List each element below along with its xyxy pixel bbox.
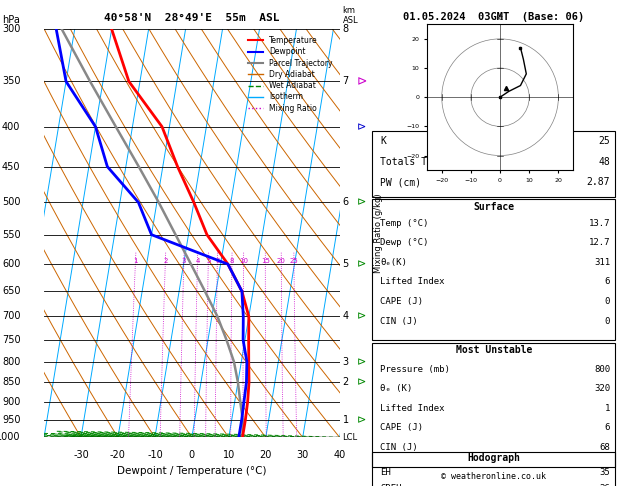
Bar (372, 199, 615, 340)
Text: 10: 10 (223, 450, 235, 460)
Text: 25: 25 (598, 136, 610, 146)
Text: θₑ (K): θₑ (K) (380, 384, 413, 393)
Text: CAPE (J): CAPE (J) (380, 423, 423, 433)
Text: ⊳: ⊳ (357, 122, 366, 132)
Text: 1: 1 (133, 258, 138, 264)
Text: 320: 320 (594, 384, 610, 393)
Text: © weatheronline.co.uk: © weatheronline.co.uk (442, 472, 546, 481)
Text: CIN (J): CIN (J) (380, 443, 418, 452)
Text: hPa: hPa (3, 15, 20, 25)
Text: 40°58'N  28°49'E  55m  ASL: 40°58'N 28°49'E 55m ASL (104, 13, 280, 23)
Text: 300: 300 (2, 24, 20, 34)
Text: ⊳: ⊳ (357, 312, 366, 321)
Bar (372, 452, 615, 486)
Text: 20: 20 (260, 450, 272, 460)
Text: 650: 650 (2, 286, 20, 296)
Text: 48: 48 (598, 156, 610, 167)
Text: 40: 40 (333, 450, 346, 460)
Text: km
ASL: km ASL (343, 6, 359, 25)
Text: 25: 25 (289, 258, 298, 264)
Text: 600: 600 (2, 259, 20, 269)
Text: 3: 3 (182, 258, 186, 264)
Text: 5: 5 (343, 259, 349, 269)
Bar (372, 131, 615, 197)
Text: ⊳: ⊳ (357, 75, 367, 88)
Text: 0: 0 (189, 450, 195, 460)
Text: K: K (380, 136, 386, 146)
Text: Surface: Surface (473, 202, 515, 212)
Text: 550: 550 (2, 230, 20, 240)
Text: 800: 800 (2, 357, 20, 367)
Text: Mixing Ratio (g/kg): Mixing Ratio (g/kg) (374, 193, 382, 273)
Text: 800: 800 (594, 364, 610, 374)
Bar (372, 343, 615, 467)
Text: Dewpoint / Temperature (°C): Dewpoint / Temperature (°C) (117, 466, 267, 476)
Text: 450: 450 (2, 162, 20, 172)
Text: Hodograph: Hodograph (467, 453, 520, 463)
Text: 6: 6 (604, 423, 610, 433)
Text: PW (cm): PW (cm) (380, 177, 421, 187)
Text: 6: 6 (343, 197, 348, 208)
Text: LCL: LCL (343, 433, 358, 442)
Text: 20: 20 (277, 258, 286, 264)
Text: CIN (J): CIN (J) (380, 317, 418, 326)
Text: Dewp (°C): Dewp (°C) (380, 238, 428, 247)
Text: Lifted Index: Lifted Index (380, 278, 445, 286)
Text: 4: 4 (343, 312, 348, 321)
Text: Lifted Index: Lifted Index (380, 404, 445, 413)
Text: Pressure (mb): Pressure (mb) (380, 364, 450, 374)
Legend: Temperature, Dewpoint, Parcel Trajectory, Dry Adiabat, Wet Adiabat, Isotherm, Mi: Temperature, Dewpoint, Parcel Trajectory… (245, 33, 336, 116)
Text: 850: 850 (2, 377, 20, 387)
Text: 1000: 1000 (0, 433, 20, 442)
Text: -30: -30 (73, 450, 89, 460)
Text: 8: 8 (343, 24, 348, 34)
Text: 700: 700 (2, 312, 20, 321)
Text: -20: -20 (110, 450, 126, 460)
Text: 0: 0 (604, 297, 610, 306)
Text: SREH: SREH (380, 485, 402, 486)
Text: -10: -10 (147, 450, 163, 460)
Text: 900: 900 (2, 397, 20, 407)
Text: 0: 0 (604, 317, 610, 326)
Text: 26: 26 (599, 485, 610, 486)
Text: 6: 6 (604, 278, 610, 286)
Text: 5: 5 (206, 258, 211, 264)
Text: Totals Totals: Totals Totals (380, 156, 457, 167)
Text: 13.7: 13.7 (589, 219, 610, 228)
Text: Most Unstable: Most Unstable (455, 345, 532, 355)
Text: 6: 6 (215, 258, 220, 264)
Text: ⊳: ⊳ (357, 357, 366, 367)
Text: 2: 2 (163, 258, 167, 264)
Text: 311: 311 (594, 258, 610, 267)
Text: θₑ(K): θₑ(K) (380, 258, 407, 267)
Text: Temp (°C): Temp (°C) (380, 219, 428, 228)
Text: 750: 750 (2, 335, 20, 345)
Text: 500: 500 (2, 197, 20, 208)
Text: ⊳: ⊳ (357, 377, 366, 387)
Text: 350: 350 (2, 76, 20, 87)
Text: 68: 68 (599, 443, 610, 452)
Text: 400: 400 (2, 122, 20, 132)
Text: 1: 1 (343, 415, 348, 425)
Text: 3: 3 (343, 357, 348, 367)
Text: ⊳: ⊳ (357, 197, 366, 208)
Text: 01.05.2024  03GMT  (Base: 06): 01.05.2024 03GMT (Base: 06) (403, 12, 584, 22)
Text: EH: EH (380, 468, 391, 477)
Text: 4: 4 (195, 258, 199, 264)
Text: kt: kt (497, 16, 503, 21)
Text: 10: 10 (239, 258, 248, 264)
Text: 35: 35 (599, 468, 610, 477)
Text: 7: 7 (343, 76, 349, 87)
Text: 12.7: 12.7 (589, 238, 610, 247)
Text: 15: 15 (261, 258, 270, 264)
Text: 1: 1 (604, 404, 610, 413)
Text: ⊳: ⊳ (357, 415, 366, 425)
Text: 2.87: 2.87 (587, 177, 610, 187)
Text: 950: 950 (2, 415, 20, 425)
Text: 2: 2 (343, 377, 349, 387)
Text: 8: 8 (230, 258, 234, 264)
Text: ⊳: ⊳ (357, 259, 366, 269)
Text: 30: 30 (297, 450, 309, 460)
Text: CAPE (J): CAPE (J) (380, 297, 423, 306)
